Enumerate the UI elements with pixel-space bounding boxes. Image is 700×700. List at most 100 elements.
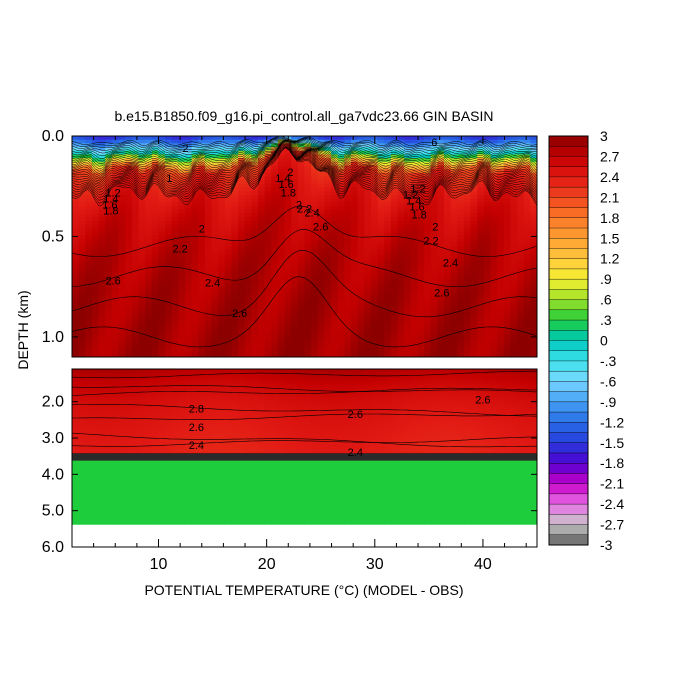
upper-cell	[530, 217, 537, 222]
lower-cell	[91, 488, 100, 492]
upper-cell	[430, 165, 438, 170]
upper-cell	[344, 172, 352, 178]
upper-cell	[138, 312, 146, 318]
upper-cell	[98, 290, 106, 295]
upper-cell	[424, 161, 432, 167]
upper-cell	[158, 220, 166, 225]
lower-cell	[105, 496, 113, 500]
lower-cell	[72, 483, 80, 487]
upper-cell	[211, 338, 219, 343]
upper-cell	[91, 172, 100, 178]
upper-cell	[138, 338, 146, 343]
upper-cell	[317, 334, 326, 340]
upper-cell	[264, 316, 272, 321]
lower-cell	[78, 391, 86, 396]
upper-cell	[523, 353, 531, 357]
upper-cell	[145, 272, 153, 277]
upper-cell	[497, 172, 505, 178]
upper-cell	[304, 275, 312, 281]
upper-cell	[258, 242, 266, 248]
lower-cell	[98, 508, 106, 512]
upper-cell	[231, 246, 239, 251]
upper-cell	[517, 268, 525, 273]
upper-cell	[357, 268, 365, 273]
upper-cell	[78, 353, 86, 357]
upper-cell	[470, 257, 478, 262]
upper-cell	[311, 242, 319, 248]
lower-cell	[145, 463, 153, 467]
upper-cell	[337, 209, 345, 214]
upper-cell	[470, 217, 478, 222]
upper-cell	[178, 312, 186, 318]
upper-cell	[218, 183, 226, 189]
upper-cell	[397, 191, 405, 196]
lower-cell	[85, 440, 93, 444]
upper-cell	[204, 312, 213, 318]
upper-cell	[384, 228, 392, 233]
upper-cell	[337, 353, 345, 357]
upper-cell	[165, 290, 173, 295]
upper-cell	[430, 198, 438, 203]
upper-cell	[291, 172, 299, 178]
upper-cell	[397, 242, 405, 248]
upper-cell	[370, 290, 379, 295]
upper-cell	[457, 287, 465, 292]
upper-cell	[424, 154, 432, 159]
upper-cell	[450, 334, 458, 340]
lower-cell	[91, 432, 100, 436]
upper-cell	[317, 242, 326, 248]
upper-cell	[251, 220, 259, 225]
upper-cell	[417, 349, 425, 354]
upper-cell	[204, 143, 213, 148]
upper-cell	[444, 301, 452, 307]
upper-cell	[85, 345, 93, 351]
upper-cell	[297, 217, 306, 222]
upper-cell	[72, 246, 80, 251]
upper-cell	[410, 301, 419, 307]
upper-cell	[377, 349, 385, 354]
lower-cell	[111, 521, 120, 525]
upper-cell	[357, 213, 365, 218]
upper-cell	[397, 198, 405, 203]
upper-cell	[377, 235, 385, 240]
upper-cell	[344, 294, 352, 299]
upper-cell	[72, 158, 80, 163]
upper-cell	[211, 147, 219, 152]
contour-label: 1.8	[103, 205, 118, 217]
upper-cell	[131, 264, 140, 270]
contour-label: 1.6	[102, 199, 117, 211]
upper-cell	[331, 290, 339, 295]
lower-cell	[118, 432, 126, 436]
upper-cell	[311, 287, 319, 292]
lower-contour-fill	[72, 369, 537, 525]
lower-cell	[91, 506, 100, 510]
upper-cell	[384, 264, 392, 270]
upper-cell	[258, 213, 266, 218]
upper-cell	[351, 217, 359, 222]
upper-cell	[331, 323, 339, 329]
lower-cell	[145, 485, 153, 490]
upper-cell	[324, 334, 332, 340]
upper-cell	[503, 272, 512, 277]
upper-cell	[390, 268, 399, 273]
lower-cell	[105, 508, 113, 512]
upper-cell	[397, 161, 405, 167]
upper-cell	[297, 353, 306, 357]
upper-cell	[437, 320, 445, 325]
upper-cell	[444, 283, 452, 288]
upper-cell	[224, 290, 233, 295]
upper-cell	[125, 298, 133, 303]
lower-cell	[138, 409, 146, 413]
upper-cell	[311, 257, 319, 262]
upper-cell	[151, 253, 159, 259]
upper-cell	[178, 279, 186, 284]
upper-cell	[450, 194, 458, 200]
upper-cell	[244, 217, 252, 222]
upper-cell	[483, 169, 492, 174]
upper-cell	[118, 327, 126, 332]
upper-cell	[490, 320, 498, 325]
upper-cell	[404, 231, 412, 237]
upper-cell	[251, 309, 259, 314]
upper-cell	[111, 187, 120, 192]
lower-cell	[118, 417, 126, 421]
